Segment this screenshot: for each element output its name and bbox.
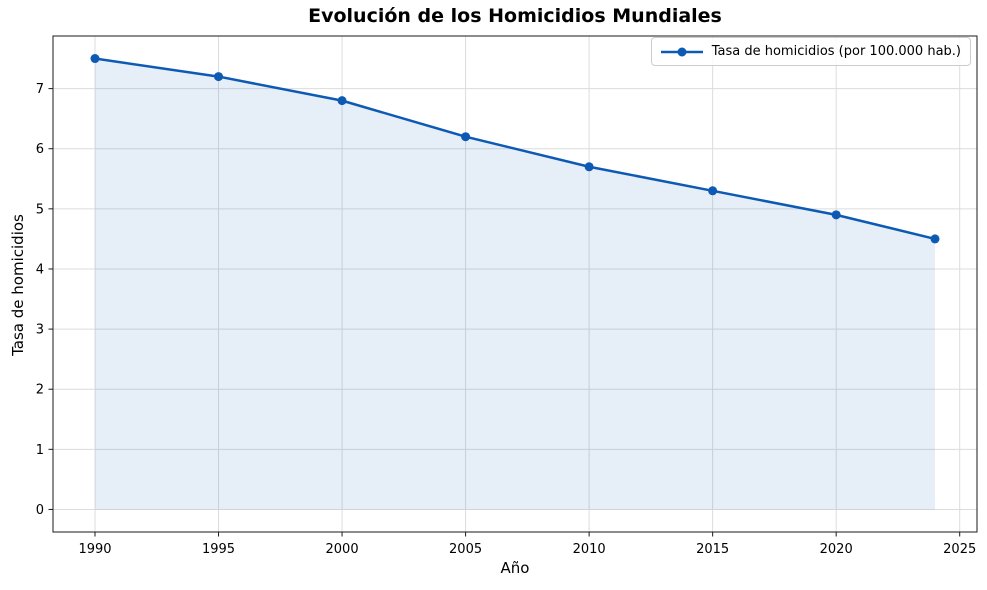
data-point-marker [337,96,347,106]
y-tick-label: 1 [36,443,44,458]
y-tick-label: 0 [36,503,44,518]
x-tick-label: 2010 [573,542,606,557]
chart-title: Evolución de los Homicidios Mundiales [308,5,722,27]
y-tick-label: 4 [36,262,44,277]
axes-frame [52,35,978,533]
y-tick-label: 6 [36,142,44,157]
x-tick-label: 1995 [202,542,235,557]
series-line [94,57,936,241]
data-point-marker [831,210,841,220]
y-tick-label: 3 [36,323,44,338]
x-axis-label: Año [500,559,530,577]
legend-line-marker-icon [660,47,703,56]
series-area-fill [95,58,935,510]
x-tick-label: 2025 [943,542,976,557]
x-tick-label: 2015 [696,542,729,557]
data-point-marker [930,234,940,244]
x-tick-label: 2005 [449,542,482,557]
y-tick-label: 2 [36,383,44,398]
data-point-marker [214,72,224,82]
legend-label: Tasa de homicidios (por 100.000 hab.) [711,44,961,59]
data-point-marker [584,162,594,172]
x-tick-label: 1990 [78,542,111,557]
data-point-marker [708,186,718,196]
x-tick-label: 2000 [326,542,359,557]
x-tick-label: 2020 [820,542,853,557]
legend: Tasa de homicidios (por 100.000 hab.) [650,37,971,66]
data-point-marker [461,132,471,142]
data-point-marker [90,54,100,64]
y-tick-label: 5 [36,202,44,217]
y-tick-label: 7 [36,82,44,97]
